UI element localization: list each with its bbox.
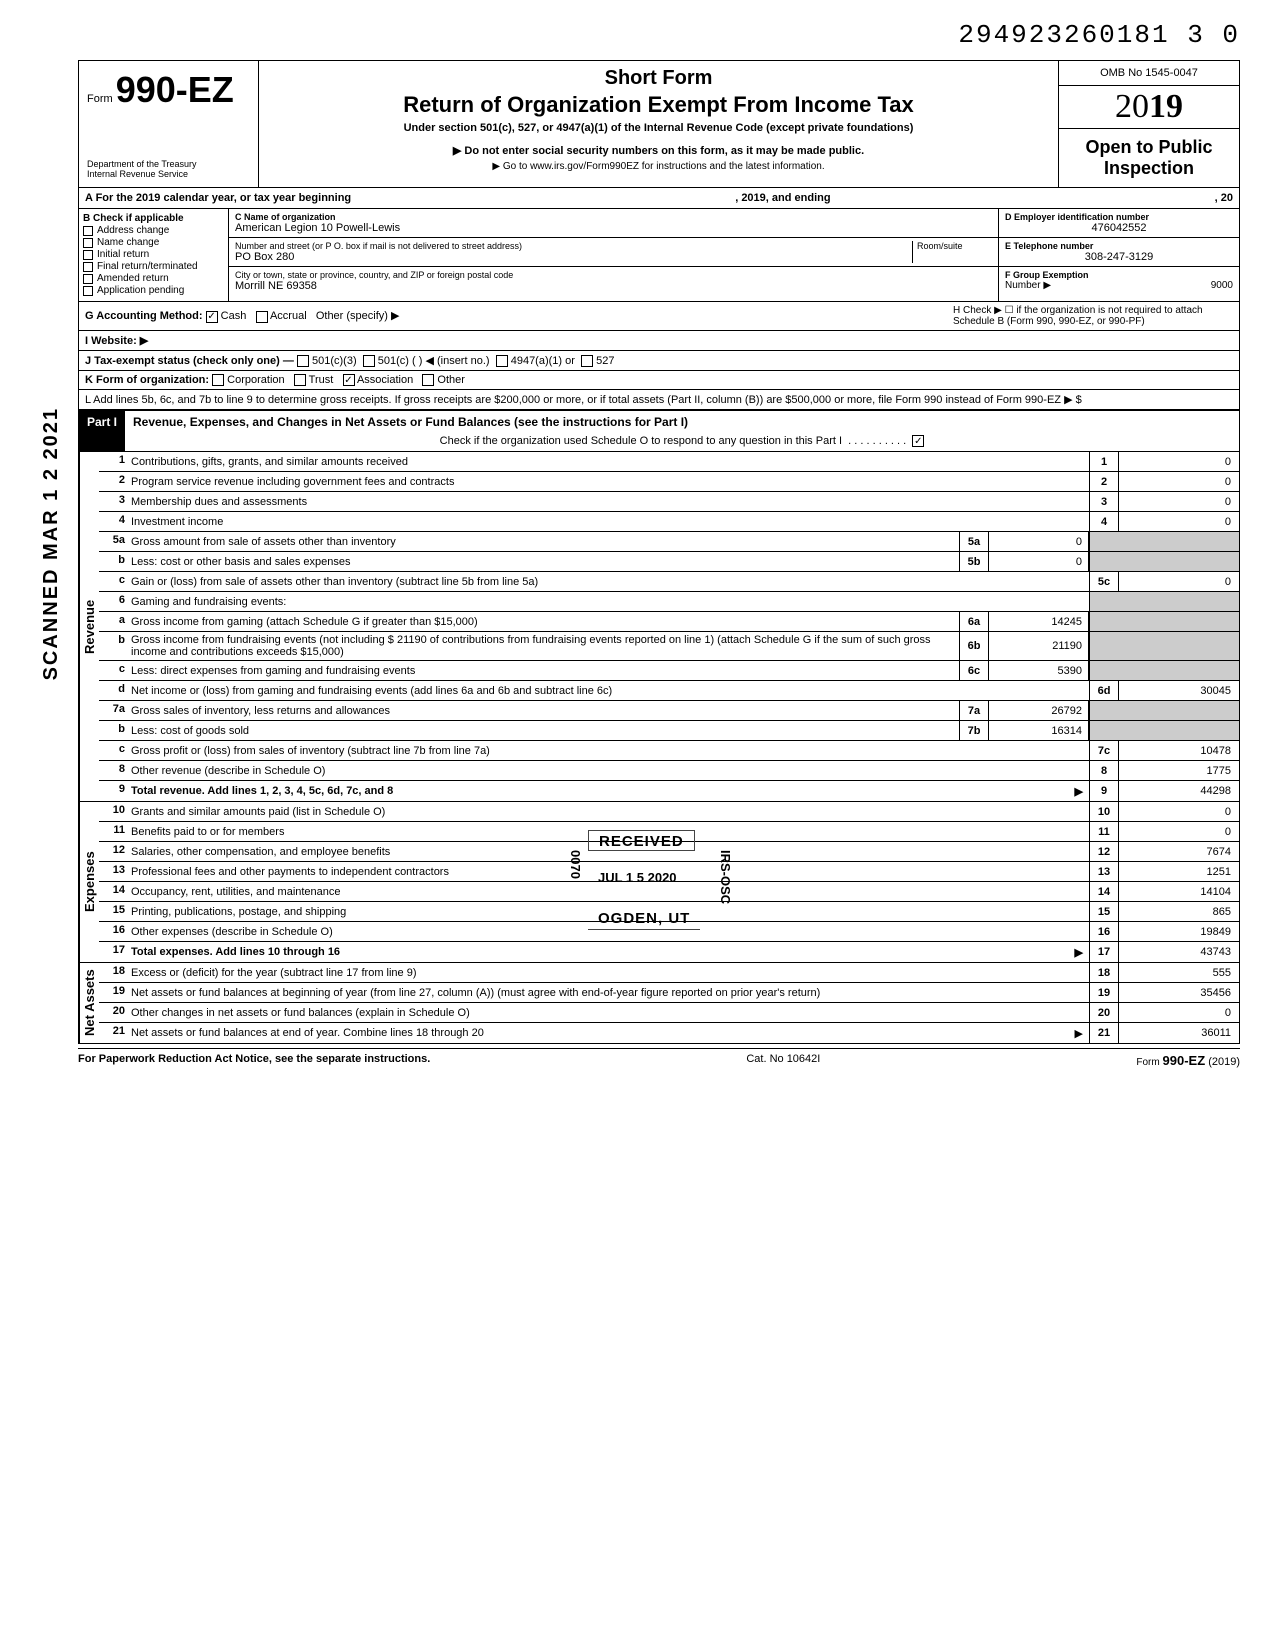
check-name-change[interactable]: Name change <box>83 237 224 248</box>
dept-treasury: Department of the Treasury <box>87 159 250 169</box>
line-g-h: G Accounting Method: ✓ Cash Accrual Othe… <box>78 302 1240 331</box>
line-18: 18Excess or (deficit) for the year (subt… <box>99 963 1239 983</box>
tax-year: 2019 <box>1059 86 1239 129</box>
address: PO Box 280 <box>235 251 912 263</box>
received-stamp: RECEIVED <box>588 830 695 851</box>
line-a: aGross income from gaming (attach Schedu… <box>99 612 1239 632</box>
revenue-label: Revenue <box>79 452 99 801</box>
line-c: cGain or (loss) from sale of assets othe… <box>99 572 1239 592</box>
line-17: 17Total expenses. Add lines 10 through 1… <box>99 942 1239 962</box>
telephone: 308-247-3129 <box>1005 251 1233 263</box>
line-k: K Form of organization: Corporation Trus… <box>78 371 1240 390</box>
subtitle: Under section 501(c), 527, or 4947(a)(1)… <box>269 122 1048 134</box>
form-prefix: Form <box>87 93 113 105</box>
line-19: 19Net assets or fund balances at beginni… <box>99 983 1239 1003</box>
goto-link: ▶ Go to www.irs.gov/Form990EZ for instru… <box>269 161 1048 172</box>
ssn-note: ▶ Do not enter social security numbers o… <box>269 144 1048 157</box>
line-l: L Add lines 5b, 6c, and 7b to line 9 to … <box>78 390 1240 410</box>
check-amended-return[interactable]: Amended return <box>83 273 224 284</box>
group-exemption: 9000 <box>1211 280 1233 291</box>
net-assets-label: Net Assets <box>79 963 99 1043</box>
check-initial-return[interactable]: Initial return <box>83 249 224 260</box>
line-3: 3Membership dues and assessments30 <box>99 492 1239 512</box>
date-stamp: JUL 1 5 2020 <box>598 870 677 885</box>
dept-irs: Internal Revenue Service <box>87 169 250 179</box>
line-10: 10Grants and similar amounts paid (list … <box>99 802 1239 822</box>
line-i: I Website: ▶ <box>78 331 1240 351</box>
line-c: cGross profit or (loss) from sales of in… <box>99 741 1239 761</box>
ogden-stamp: OGDEN, UT <box>588 910 700 930</box>
line-21: 21Net assets or fund balances at end of … <box>99 1023 1239 1043</box>
line-b: bLess: cost or other basis and sales exp… <box>99 552 1239 572</box>
form-number: 990-EZ <box>116 69 234 110</box>
b-title: B Check if applicable <box>83 213 224 224</box>
check-application-pending[interactable]: Application pending <box>83 285 224 296</box>
check-address-change[interactable]: Address change <box>83 225 224 236</box>
return-title: Return of Organization Exempt From Incom… <box>269 92 1048 118</box>
line-20: 20Other changes in net assets or fund ba… <box>99 1003 1239 1023</box>
net-assets-section: Net Assets 18Excess or (deficit) for the… <box>78 963 1240 1044</box>
line-7a: 7aGross sales of inventory, less returns… <box>99 701 1239 721</box>
irs-osc-stamp: IRS-OSC <box>718 850 733 904</box>
ein: 476042552 <box>1005 222 1233 234</box>
line-c: cLess: direct expenses from gaming and f… <box>99 661 1239 681</box>
line-j: J Tax-exempt status (check only one) — 5… <box>78 351 1240 371</box>
code-stamp: 0070 <box>568 850 583 879</box>
schedule-o-checkbox[interactable]: ✓ <box>912 435 924 447</box>
city-state-zip: Morrill NE 69358 <box>235 280 992 292</box>
top-document-number: 294923260181 3 0 <box>78 20 1240 50</box>
check-final-return-terminated[interactable]: Final return/terminated <box>83 261 224 272</box>
footer: For Paperwork Reduction Act Notice, see … <box>78 1048 1240 1068</box>
line-8: 8Other revenue (describe in Schedule O)8… <box>99 761 1239 781</box>
line-b: bGross income from fundraising events (n… <box>99 632 1239 661</box>
line-d: dNet income or (loss) from gaming and fu… <box>99 681 1239 701</box>
line-1: 1Contributions, gifts, grants, and simil… <box>99 452 1239 472</box>
line-4: 4Investment income40 <box>99 512 1239 532</box>
line-b: bLess: cost of goods sold7b16314 <box>99 721 1239 741</box>
line-9: 9Total revenue. Add lines 1, 2, 3, 4, 5c… <box>99 781 1239 801</box>
omb-number: OMB No 1545-0047 <box>1059 61 1239 86</box>
part-1-header: Part I Revenue, Expenses, and Changes in… <box>78 410 1240 452</box>
revenue-section: Revenue 1Contributions, gifts, grants, a… <box>78 452 1240 802</box>
line-6: 6Gaming and fundraising events: <box>99 592 1239 612</box>
short-form-title: Short Form <box>269 67 1048 90</box>
line-a: A For the 2019 calendar year, or tax yea… <box>78 188 1240 209</box>
form-header: Form 990-EZ Department of the Treasury I… <box>78 60 1240 188</box>
org-name: American Legion 10 Powell-Lewis <box>235 222 992 234</box>
accrual-checkbox[interactable] <box>256 311 268 323</box>
line-5a: 5aGross amount from sale of assets other… <box>99 532 1239 552</box>
scanned-stamp: SCANNED MAR 1 2 2021 <box>40 407 63 680</box>
cash-checkbox[interactable]: ✓ <box>206 311 218 323</box>
line-2: 2Program service revenue including gover… <box>99 472 1239 492</box>
section-b: B Check if applicable Address changeName… <box>78 209 1240 302</box>
expenses-label: Expenses <box>79 802 99 962</box>
open-inspection: Open to Public Inspection <box>1059 129 1239 187</box>
line-14: 14Occupancy, rent, utilities, and mainte… <box>99 882 1239 902</box>
